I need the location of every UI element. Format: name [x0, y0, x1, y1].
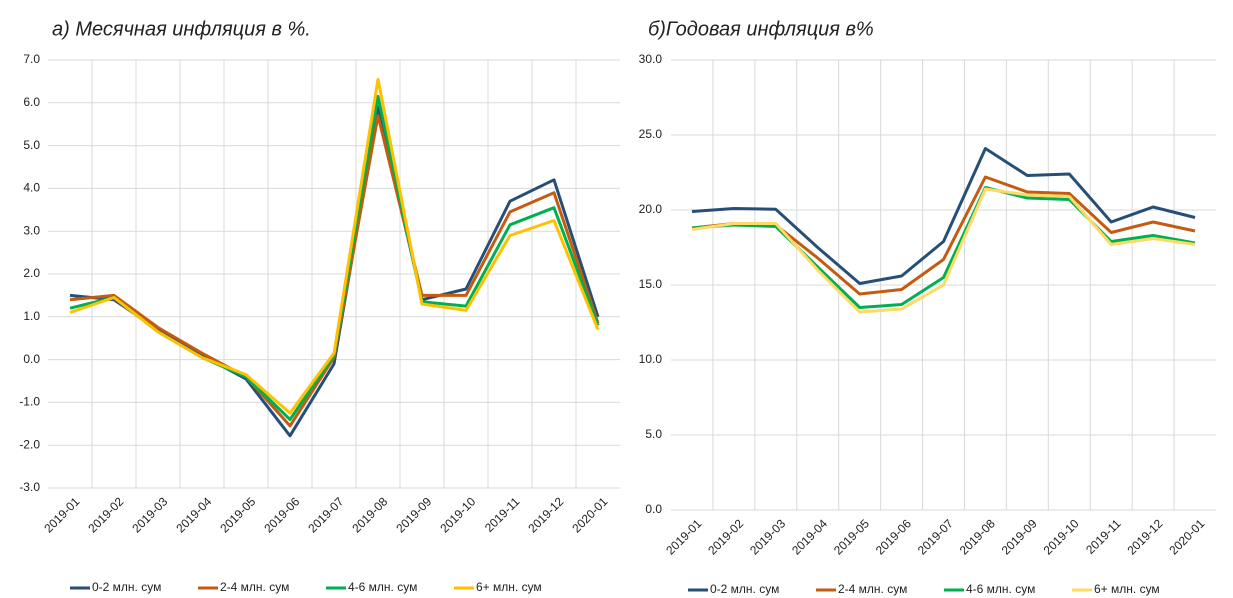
y-tick-label: -1.0 [19, 395, 40, 409]
y-tick-label: -2.0 [19, 437, 40, 451]
x-tick-label: 2019-10 [1041, 516, 1082, 557]
series-line [691, 187, 1196, 314]
x-tick-label: 2019-09 [999, 516, 1040, 557]
y-tick-label: 1.0 [23, 309, 40, 323]
y-tick-label: 0.0 [645, 502, 662, 516]
x-tick-label: 2019-01 [663, 516, 704, 557]
y-tick-label: 20.0 [639, 202, 663, 216]
y-tick-label: 7.0 [23, 52, 40, 66]
x-tick-label: 2019-08 [957, 516, 998, 557]
y-tick-label: 3.0 [23, 223, 40, 237]
series-line [691, 186, 1196, 309]
legend-label: 0-2 млн. сум [710, 582, 779, 596]
series-line [69, 94, 600, 421]
y-tick-label: 4.0 [23, 181, 40, 195]
x-tick-label: 2019-03 [129, 494, 170, 535]
x-tick-label: 2019-04 [789, 516, 830, 557]
series-line [69, 114, 600, 428]
legend-label: 6+ млн. сум [476, 580, 542, 594]
x-tick-label: 2019-07 [305, 494, 346, 535]
x-tick-label: 2019-11 [482, 494, 523, 535]
series-line [69, 105, 600, 438]
x-tick-label: 2019-06 [873, 516, 914, 557]
y-tick-label: 0.0 [23, 352, 40, 366]
x-tick-label: 2019-03 [747, 516, 788, 557]
x-tick-label: 2019-07 [915, 516, 956, 557]
y-tick-label: 15.0 [639, 277, 663, 291]
y-tick-label: 25.0 [639, 127, 663, 141]
legend-label: 0-2 млн. сум [92, 580, 161, 594]
x-tick-label: 2019-08 [349, 494, 390, 535]
y-tick-label: 5.0 [23, 138, 40, 152]
x-tick-label: 2020-01 [1166, 516, 1207, 557]
y-tick-label: 30.0 [639, 52, 663, 66]
x-tick-label: 2019-10 [437, 494, 478, 535]
legend-label: 2-4 млн. сум [838, 582, 907, 596]
x-tick-label: 2019-12 [1124, 516, 1165, 557]
x-tick-label: 2019-09 [393, 494, 434, 535]
x-tick-label: 2019-02 [705, 516, 746, 557]
x-tick-label: 2019-04 [173, 494, 214, 535]
legend-label: 4-6 млн. сум [966, 582, 1035, 596]
x-tick-label: 2019-05 [217, 494, 258, 535]
x-tick-label: 2019-06 [261, 494, 302, 535]
series-line [69, 77, 600, 415]
legend-label: 2-4 млн. сум [220, 580, 289, 594]
x-tick-label: 2019-12 [525, 494, 566, 535]
series-line [691, 147, 1196, 285]
x-tick-label: 2019-02 [85, 494, 126, 535]
y-tick-label: 10.0 [639, 352, 663, 366]
x-tick-label: 2020-01 [569, 494, 610, 535]
legend-label: 6+ млн. сум [1094, 582, 1160, 596]
y-tick-label: 6.0 [23, 95, 40, 109]
x-tick-label: 2019-11 [1083, 516, 1124, 557]
chart-title: б)Годовая инфляция в% [648, 18, 874, 40]
y-tick-label: -3.0 [19, 480, 40, 494]
chart-title: а) Месячная инфляция в %. [52, 18, 311, 40]
x-tick-label: 2019-05 [831, 516, 872, 557]
y-tick-label: 2.0 [23, 266, 40, 280]
y-tick-label: 5.0 [645, 427, 662, 441]
x-tick-label: 2019-01 [41, 494, 82, 535]
legend-label: 4-6 млн. сум [348, 580, 417, 594]
